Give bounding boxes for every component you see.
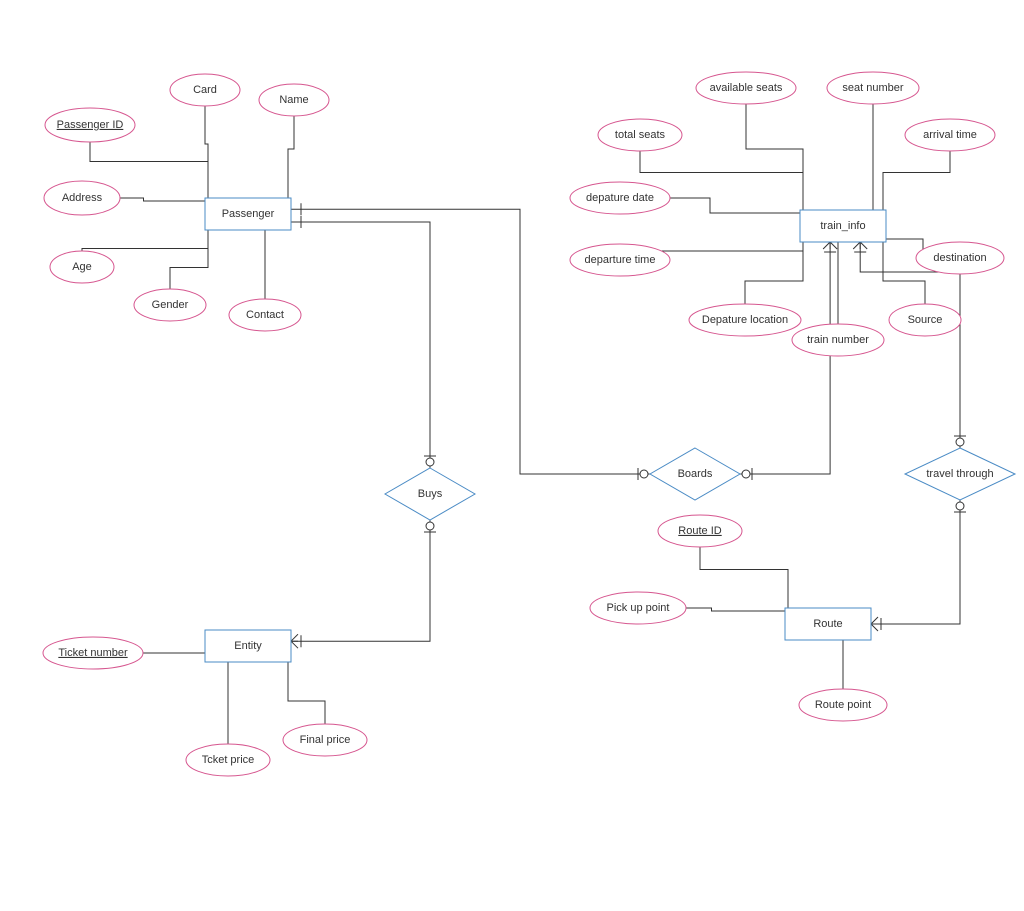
entity-passenger: Passenger: [205, 198, 291, 230]
attribute-train_number: train number: [792, 324, 884, 356]
relationship-label: Boards: [678, 468, 713, 480]
relationship-label: travel through: [926, 468, 993, 480]
entity-label: Entity: [234, 640, 262, 652]
entity-route: Route: [785, 608, 871, 640]
attribute-label: Pick up point: [607, 602, 670, 614]
attribute-label: Address: [62, 192, 103, 204]
attribute-ticket_price: Tcket price: [186, 744, 270, 776]
attribute-departure_loc: Depature location: [689, 304, 801, 336]
attribute-label: Source: [908, 314, 943, 326]
attribute-arrival_time: arrival time: [905, 119, 995, 151]
attribute-label: destination: [933, 252, 986, 264]
attribute-label: depature date: [586, 192, 654, 204]
attribute-destination: destination: [916, 242, 1004, 274]
attribute-available_seats: available seats: [696, 72, 796, 104]
attribute-address: Address: [44, 181, 120, 215]
attribute-seat_number: seat number: [827, 72, 919, 104]
entity-label: Passenger: [222, 208, 275, 220]
entity-label: train_info: [820, 220, 865, 232]
attribute-age: Age: [50, 251, 114, 283]
attribute-route_id: Route ID: [658, 515, 742, 547]
entity-train_info: train_info: [800, 210, 886, 242]
attribute-route_point: Route point: [799, 689, 887, 721]
attribute-gender: Gender: [134, 289, 206, 321]
er-diagram: Passenger train_info Entity Route Buys Boards…: [0, 0, 1024, 911]
attribute-contact: Contact: [229, 299, 301, 331]
attribute-pickup_point: Pick up point: [590, 592, 686, 624]
attribute-passenger_id: Passenger ID: [45, 108, 135, 142]
attribute-label: Ticket number: [58, 647, 128, 659]
attribute-label: seat number: [842, 82, 903, 94]
attribute-ticket_number: Ticket number: [43, 637, 143, 669]
relationship-boards: Boards: [650, 448, 740, 500]
attribute-label: Passenger ID: [57, 119, 124, 131]
attribute-label: Name: [279, 94, 308, 106]
attribute-label: Contact: [246, 309, 284, 321]
attribute-label: Final price: [300, 734, 351, 746]
attribute-label: arrival time: [923, 129, 977, 141]
attribute-name: Name: [259, 84, 329, 116]
attribute-card: Card: [170, 74, 240, 106]
attribute-label: Tcket price: [202, 754, 255, 766]
attribute-total_seats: total seats: [598, 119, 682, 151]
attribute-source: Source: [889, 304, 961, 336]
attribute-label: available seats: [710, 82, 783, 94]
attribute-label: Route point: [815, 699, 871, 711]
attribute-label: Age: [72, 261, 92, 273]
attribute-label: total seats: [615, 129, 666, 141]
attr-edge: [746, 88, 803, 210]
relationship-travel_through: travel through: [905, 448, 1015, 500]
attribute-final_price: Final price: [283, 724, 367, 756]
attribute-label: Card: [193, 84, 217, 96]
attribute-label: departure time: [585, 254, 656, 266]
attribute-label: Gender: [152, 299, 189, 311]
relationship-label: Buys: [418, 488, 443, 500]
relationship-buys: Buys: [385, 468, 475, 520]
entity-label: Route: [813, 618, 842, 630]
attribute-label: Depature location: [702, 314, 788, 326]
entity-entity: Entity: [205, 630, 291, 662]
shapes-layer: Passenger train_info Entity Route Buys Boards…: [43, 72, 1015, 776]
attribute-departure_time: departure time: [570, 244, 670, 276]
attribute-label: train number: [807, 334, 869, 346]
attribute-departure_date: depature date: [570, 182, 670, 214]
attribute-label: Route ID: [678, 525, 721, 537]
